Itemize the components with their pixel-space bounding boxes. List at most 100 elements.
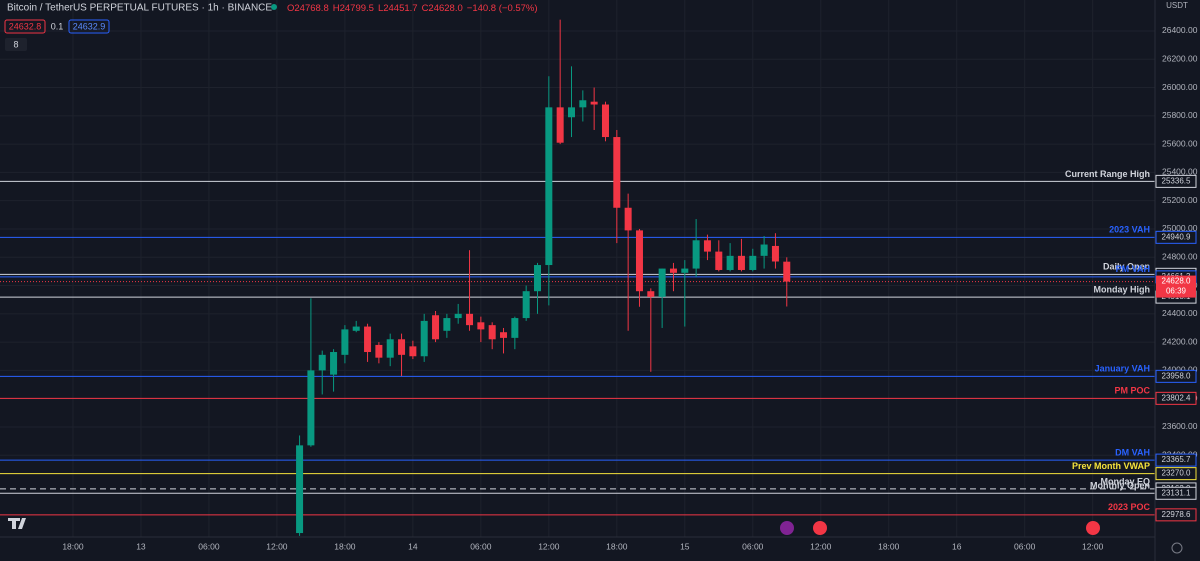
candle-body xyxy=(307,370,315,446)
candle-body xyxy=(386,339,394,358)
level-badge xyxy=(1155,467,1197,481)
currency[interactable]: USDT xyxy=(1166,1,1188,10)
logo xyxy=(8,518,26,529)
level-badge xyxy=(1155,230,1197,244)
candle-body xyxy=(545,107,553,266)
level-price: 23802.4 xyxy=(1162,393,1191,402)
level-price: 25336.5 xyxy=(1162,176,1191,185)
candle-body xyxy=(454,313,462,319)
event-icon[interactable] xyxy=(813,521,827,535)
candle-body xyxy=(500,332,508,338)
y-tick-label: 26200.00 xyxy=(1162,54,1198,64)
x-tick-label: 06:00 xyxy=(198,541,220,551)
candle-body xyxy=(624,207,632,231)
level-label: PM VAH xyxy=(1116,264,1150,274)
candle-body xyxy=(635,230,643,292)
candle-body xyxy=(398,339,406,355)
x-tick-label: 18:00 xyxy=(334,541,356,551)
x-tick-label: 12:00 xyxy=(266,541,288,551)
y-tick-label: 24800.00 xyxy=(1162,252,1198,262)
candle-body xyxy=(443,318,451,331)
event-icon[interactable] xyxy=(780,521,794,535)
event-icon[interactable] xyxy=(1086,521,1100,535)
candle-body xyxy=(590,101,598,105)
sell-price[interactable]: 24632.8 xyxy=(9,21,42,31)
level-label: Current Range High xyxy=(1065,169,1150,179)
last-price: 24628.0 xyxy=(1162,277,1191,286)
ohlc-close: C24628.0 xyxy=(422,3,463,14)
candle-body xyxy=(681,268,689,273)
candle-body xyxy=(341,329,349,355)
level-label: Monday High xyxy=(1094,284,1151,294)
x-tick-label: 06:00 xyxy=(742,541,764,551)
candle-body xyxy=(330,352,338,375)
candle-body xyxy=(432,315,440,340)
candle-body xyxy=(715,251,723,270)
candle-body xyxy=(726,255,734,270)
candle-body xyxy=(556,107,564,143)
buy-price[interactable]: 24632.9 xyxy=(73,21,106,31)
candle-body xyxy=(737,255,745,270)
level-price: 23958.0 xyxy=(1162,371,1191,380)
candle-body xyxy=(749,255,757,270)
level-badge xyxy=(1155,486,1197,500)
x-tick-label: 06:00 xyxy=(470,541,492,551)
last-price-badge xyxy=(1156,275,1196,298)
level-price: 23131.1 xyxy=(1162,488,1191,497)
candle-body xyxy=(375,344,383,358)
x-tick-label: 18:00 xyxy=(62,541,84,551)
candle-body xyxy=(420,320,428,357)
ohlc-low: L24451.7 xyxy=(378,3,418,14)
candle-body xyxy=(658,268,666,297)
spread: 0.1 xyxy=(51,21,64,31)
candle-body xyxy=(760,244,768,256)
level-price: 23270.0 xyxy=(1162,469,1191,478)
buy-button[interactable] xyxy=(68,19,110,34)
y-tick-label: 26000.00 xyxy=(1162,82,1198,92)
indicators-count[interactable]: 8 xyxy=(13,39,18,49)
level-price: 23365.7 xyxy=(1162,455,1191,464)
candle-body xyxy=(692,240,700,269)
level-badge xyxy=(1155,508,1197,522)
candle-body xyxy=(352,326,360,331)
candle-body xyxy=(703,240,711,252)
candle-body xyxy=(488,325,496,340)
x-tick-label: 06:00 xyxy=(1014,541,1036,551)
candle-body xyxy=(318,354,326,371)
level-badge xyxy=(1155,391,1197,405)
sell-button[interactable] xyxy=(4,19,46,34)
candle-body xyxy=(647,291,655,297)
level-label: January VAH xyxy=(1095,364,1150,374)
candle-body xyxy=(771,245,779,262)
ohlc-change: −140.8 (−0.57%) xyxy=(467,3,538,14)
x-tick-label: 18:00 xyxy=(606,541,628,551)
level-label: Daily Open xyxy=(1103,262,1150,272)
countdown: 06:39 xyxy=(1166,287,1187,296)
x-tick-label: 15 xyxy=(680,541,690,551)
badges: 25336.524940.924679.424661.324518.123958… xyxy=(1155,174,1197,522)
x-tick-label: 12:00 xyxy=(810,541,832,551)
candle-body xyxy=(364,326,372,353)
x-tick-label: 14 xyxy=(408,541,418,551)
settings-icon[interactable] xyxy=(1171,542,1183,554)
candle-body xyxy=(409,346,417,357)
y-tick-label: 23600.00 xyxy=(1162,421,1198,431)
x-tick-label: 13 xyxy=(136,541,146,551)
y-tick-label: 24400.00 xyxy=(1162,308,1198,318)
indicators-toggle[interactable] xyxy=(5,38,27,51)
symbol-title: Bitcoin / TetherUS PERPETUAL FUTURES · 1… xyxy=(7,3,272,14)
candle-body xyxy=(783,261,791,282)
level-price: 22978.6 xyxy=(1162,510,1191,519)
status-dot xyxy=(271,4,277,10)
level-label: Prev Month VWAP xyxy=(1072,461,1150,471)
y-tick-label: 24000.00 xyxy=(1162,365,1198,375)
y-tick-label: 24200.00 xyxy=(1162,336,1198,346)
candle-body xyxy=(669,268,677,273)
level-label: DM VAH xyxy=(1115,447,1150,457)
level-label: PM POC xyxy=(1114,386,1150,396)
candle-body xyxy=(579,100,587,108)
y-tick-label: 26400.00 xyxy=(1162,25,1198,35)
